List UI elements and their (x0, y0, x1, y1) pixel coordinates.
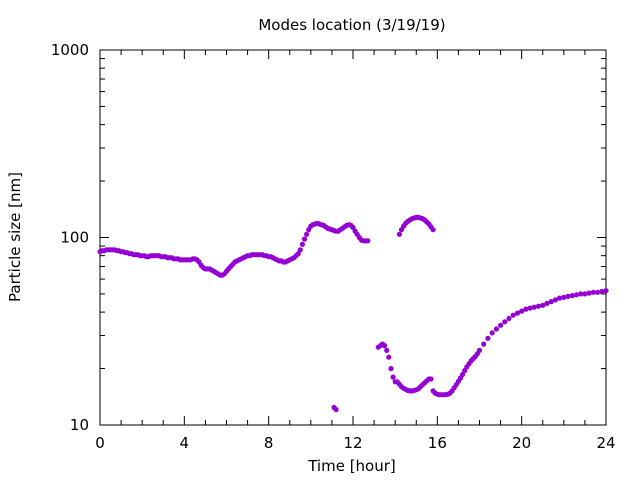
data-point (304, 231, 310, 237)
data-point (386, 354, 392, 360)
data-point (295, 251, 301, 257)
data-point (514, 310, 521, 316)
data-point (540, 302, 546, 308)
data-point (388, 366, 394, 372)
data-point (569, 293, 575, 299)
x-axis-label: Time [hour] (307, 457, 396, 475)
x-tick-label: 16 (428, 434, 447, 452)
tick-labels: 0 4 8 12 16 20 24 10 100 1000 (51, 41, 616, 452)
data-point (489, 330, 495, 336)
data-point (301, 236, 308, 242)
plot-frame (99, 49, 607, 426)
data-point (476, 347, 483, 353)
x-tick-label: 0 (95, 434, 105, 452)
data-point (510, 312, 516, 318)
data-point (460, 371, 466, 378)
data-point (396, 231, 402, 237)
data-point (390, 374, 396, 380)
data-point (365, 238, 371, 244)
data-point (578, 291, 584, 297)
data-point (498, 322, 504, 328)
data-point (506, 315, 512, 322)
data-point (565, 293, 571, 299)
data-point (523, 306, 529, 312)
data-point (586, 290, 592, 296)
x-tick-label: 24 (596, 434, 615, 452)
y-axis-label: Particle size [nm] (6, 172, 24, 302)
data-point (384, 347, 390, 353)
data-point (527, 305, 533, 311)
chart-title: Modes location (3/19/19) (258, 16, 445, 34)
data-point (548, 299, 554, 305)
data-point (582, 291, 588, 297)
axis-ticks (99, 49, 607, 426)
x-tick-label: 4 (180, 434, 190, 452)
data-point (544, 300, 550, 306)
data-point (382, 343, 388, 349)
data-point (502, 319, 508, 325)
data-point (590, 289, 596, 295)
data-point (595, 289, 601, 295)
x-tick-label: 8 (264, 434, 274, 452)
data-point (519, 308, 525, 314)
data-point (535, 303, 542, 309)
y-tick-label: 1000 (51, 41, 89, 59)
data-point (603, 288, 609, 294)
data-point (552, 297, 559, 303)
data-point (493, 326, 499, 332)
data-point (485, 335, 491, 341)
data-point (428, 376, 434, 382)
data-point (531, 304, 537, 310)
data-point (599, 288, 605, 295)
data-point (333, 406, 339, 413)
data-point (481, 341, 487, 347)
x-tick-label: 20 (512, 434, 531, 452)
data-point (561, 294, 567, 300)
data-point (557, 295, 563, 301)
y-tick-label: 100 (60, 229, 89, 247)
x-tick-label: 12 (343, 434, 362, 452)
data-point (297, 247, 303, 253)
data-point (299, 241, 305, 247)
data-point (430, 227, 436, 233)
data-point (573, 292, 580, 298)
y-tick-label: 10 (70, 416, 89, 434)
data-points (97, 214, 609, 413)
